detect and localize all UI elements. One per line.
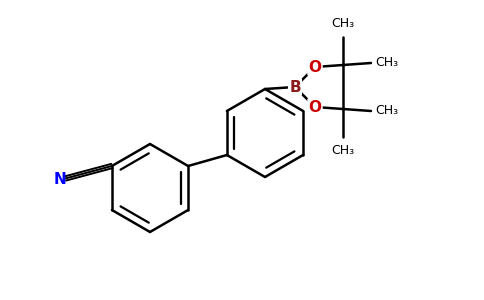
Text: CH₃: CH₃ — [375, 104, 398, 118]
Text: O: O — [308, 59, 321, 74]
Text: CH₃: CH₃ — [375, 56, 398, 70]
Text: O: O — [308, 100, 321, 115]
Text: B: B — [289, 80, 301, 94]
Text: CH₃: CH₃ — [332, 144, 355, 157]
Text: N: N — [53, 172, 66, 188]
Text: CH₃: CH₃ — [332, 17, 355, 30]
